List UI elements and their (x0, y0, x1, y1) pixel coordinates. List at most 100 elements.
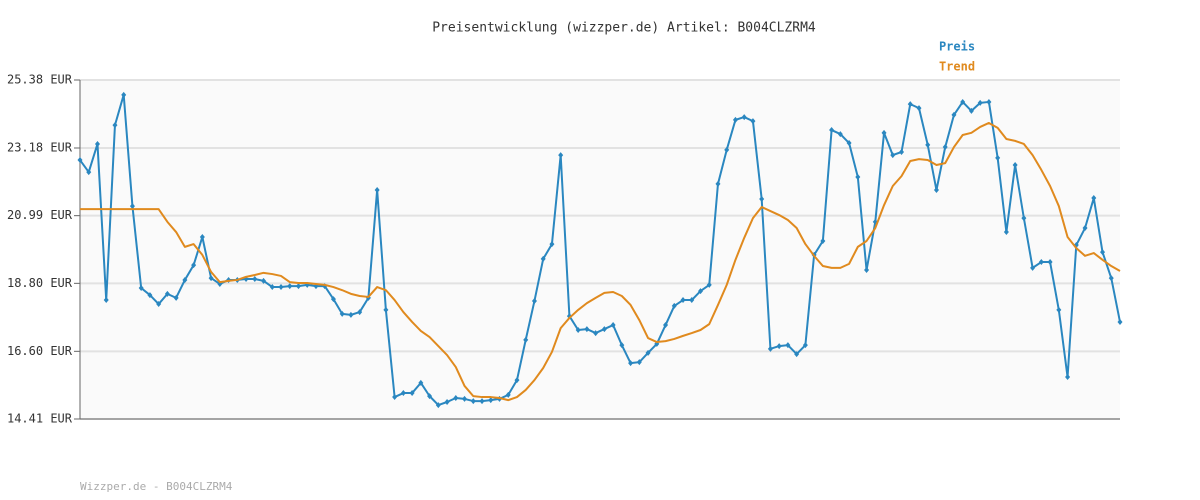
data-point (138, 284, 144, 291)
data-point (899, 149, 905, 156)
data-point (173, 294, 179, 301)
data-point (453, 394, 459, 401)
data-point (951, 111, 957, 118)
data-point (348, 311, 354, 318)
data-point (488, 397, 494, 404)
data-point (732, 116, 738, 123)
data-point (1021, 215, 1027, 222)
data-point (531, 297, 537, 304)
data-point (601, 326, 607, 333)
data-point (1056, 306, 1062, 313)
data-point (409, 390, 415, 397)
data-point (986, 98, 992, 105)
data-point (593, 330, 599, 337)
data-point (1003, 229, 1009, 236)
data-point (252, 276, 258, 283)
data-point (750, 118, 756, 125)
data-point (575, 327, 581, 334)
data-point (820, 238, 826, 245)
data-point (663, 322, 669, 329)
data-point (680, 297, 686, 304)
data-point (199, 233, 205, 240)
data-point (610, 322, 616, 329)
data-point (77, 157, 83, 164)
data-point (767, 345, 773, 352)
y-tick-label: 14.41 EUR (7, 412, 73, 426)
data-point (94, 140, 100, 147)
data-point (549, 241, 555, 248)
data-point (881, 129, 887, 136)
data-point (479, 398, 485, 405)
data-point (890, 152, 896, 159)
data-point (960, 98, 966, 105)
data-point (103, 297, 109, 304)
data-point (907, 101, 913, 108)
data-point (864, 267, 870, 274)
data-point (129, 203, 135, 210)
source-note: Wizzper.de - B004CLZRM4 (80, 480, 233, 493)
data-point (785, 342, 791, 349)
data-point (724, 146, 730, 153)
data-point (645, 349, 651, 356)
data-point (444, 399, 450, 406)
data-point (112, 122, 118, 129)
y-tick-label: 20.99 EUR (7, 208, 73, 222)
data-point (418, 379, 424, 386)
data-point (540, 255, 546, 262)
data-point (357, 309, 363, 316)
data-point (295, 283, 301, 290)
data-point (523, 336, 529, 343)
data-point (855, 174, 861, 181)
data-point (462, 395, 468, 402)
data-point (794, 351, 800, 358)
data-point (968, 107, 974, 114)
data-point (514, 377, 520, 384)
data-point (287, 283, 293, 290)
data-point (706, 281, 712, 288)
data-point (619, 342, 625, 349)
data-point (689, 297, 695, 304)
data-point (759, 195, 765, 202)
data-point (584, 326, 590, 333)
data-point (330, 296, 336, 303)
data-point (671, 302, 677, 309)
data-point (164, 290, 170, 297)
data-point (846, 140, 852, 147)
data-point (383, 306, 389, 313)
data-point (435, 402, 441, 409)
data-point (374, 187, 380, 194)
data-point (1030, 264, 1036, 271)
data-point (1091, 195, 1097, 202)
data-point (1117, 318, 1123, 325)
plot-area (80, 80, 1120, 419)
data-point (86, 169, 92, 176)
legend-label: Preis (939, 40, 975, 54)
data-point (977, 99, 983, 106)
data-point (741, 114, 747, 121)
data-point (261, 277, 267, 284)
data-point (802, 342, 808, 349)
data-point (837, 131, 843, 138)
data-point (829, 127, 835, 134)
data-point (470, 398, 476, 405)
data-point (698, 288, 704, 295)
data-point (1108, 275, 1114, 282)
data-point (278, 284, 284, 291)
y-tick-label: 18.80 EUR (7, 276, 73, 290)
data-point (925, 141, 931, 148)
legend-label: Trend (939, 60, 975, 74)
data-point (1082, 225, 1088, 232)
data-point (182, 276, 188, 283)
data-point (995, 154, 1001, 161)
data-point (121, 91, 127, 98)
data-point (1038, 259, 1044, 266)
data-point (558, 152, 564, 159)
y-tick-label: 16.60 EUR (7, 344, 73, 358)
data-point (1012, 161, 1018, 168)
series-line (80, 121, 1121, 402)
data-point (191, 262, 197, 269)
data-point (147, 292, 153, 299)
chart-title: Preisentwicklung (wizzper.de) Artikel: B… (432, 21, 816, 36)
data-point (505, 391, 511, 398)
